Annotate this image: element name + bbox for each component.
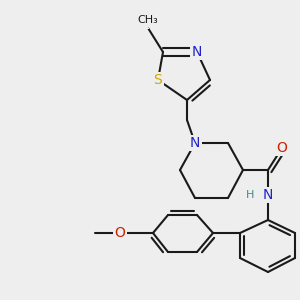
Text: H: H bbox=[246, 190, 254, 200]
Text: N: N bbox=[190, 136, 200, 150]
Text: S: S bbox=[154, 73, 162, 87]
Text: N: N bbox=[192, 45, 202, 59]
Text: N: N bbox=[263, 188, 273, 202]
Text: O: O bbox=[115, 226, 125, 240]
Text: O: O bbox=[277, 141, 287, 155]
Text: CH₃: CH₃ bbox=[138, 15, 158, 25]
